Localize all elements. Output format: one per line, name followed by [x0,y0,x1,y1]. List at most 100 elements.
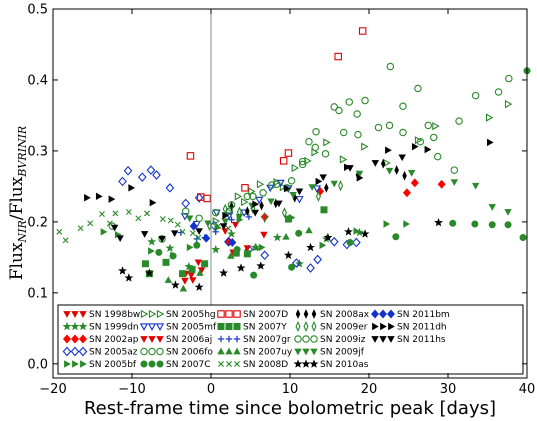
data-point [288,263,296,271]
data-point [141,260,149,268]
data-point [181,207,190,215]
data-point [194,282,204,291]
data-point [399,102,407,110]
data-point [189,277,197,284]
data-point [291,258,301,268]
legend-marker [234,361,240,367]
legend-marker [295,320,301,333]
legend-marker [225,322,233,330]
data-point [353,110,361,118]
data-point [118,266,127,275]
legend-entry: SN 2009jf [294,348,365,358]
data-point [195,214,203,223]
legend-marker [293,359,303,368]
data-point [149,199,157,207]
data-point [306,263,315,273]
x-tick-label: −20 [39,382,66,397]
series-sn-2011hs [110,154,406,243]
data-point [385,167,394,175]
legend-entry: SN 2010as [293,359,369,370]
legend-marker [233,335,241,343]
legend-marker [62,321,72,331]
data-point [211,244,221,254]
data-point [289,192,297,199]
legend-marker [62,346,72,357]
x-tick-label: −10 [118,382,145,397]
data-point [450,166,459,174]
data-point [201,260,209,268]
data-point [212,217,221,226]
data-point [424,121,432,130]
data-point [284,215,292,223]
data-point [319,174,327,181]
legend-marker [217,322,225,330]
x-tick-label: 10 [282,382,299,397]
legend-marker [140,360,148,368]
data-point [414,84,422,93]
legend-label: SN 2007Y [243,323,287,333]
data-point [315,177,323,186]
series-sn-2008d [56,209,232,244]
legend-marker [225,310,233,318]
series-sn-2010as [118,217,443,291]
data-point [262,212,268,224]
data-point [260,250,270,261]
y-tick-label: 0.1 [27,286,48,301]
data-point [185,215,194,223]
legend-marker [311,320,317,333]
data-point [189,221,198,231]
legend-label: SN 2007uy [243,348,293,358]
data-point [147,237,157,246]
data-point [241,184,249,192]
legend-marker [78,346,88,357]
legend-marker [311,309,317,319]
data-point [204,220,212,228]
series-sn-2005hg [212,99,513,226]
legend-label: SN 1999dn [89,323,139,333]
legend-marker [380,322,387,331]
data-point [243,250,251,258]
legend-marker [310,348,318,356]
data-point [380,158,386,169]
data-point [272,180,281,189]
data-point [308,184,316,191]
data-point [144,268,154,277]
legend-label: SN 2009iz [320,335,366,345]
data-point [56,228,63,235]
y-label-sep: /Flux [7,176,27,220]
x-tick-label: 20 [361,382,378,397]
legend-label: SN 2006aj [166,335,212,345]
data-point [295,229,303,237]
data-point [260,231,268,239]
data-point [179,284,188,292]
legend-marker [295,309,301,319]
data-point [330,180,338,188]
data-point [488,204,496,211]
data-point [212,209,221,217]
x-tick-label: 30 [440,382,457,397]
data-point [267,198,275,206]
data-point [402,188,411,198]
data-point [353,227,361,235]
legend-marker [217,310,225,318]
data-point [231,221,240,229]
data-point [411,142,419,151]
data-point [195,228,203,235]
y-label-main: Flux [7,242,27,280]
legend-entry: SN 2007uy [217,347,293,358]
legend-marker [371,336,379,343]
legend-marker [155,323,165,331]
data-point [137,172,147,183]
data-point [164,276,173,283]
data-point [148,247,155,255]
legend-entry: SN 2005az [62,346,138,358]
data-point [344,227,353,236]
data-point [356,174,364,182]
data-point [158,236,166,243]
legend-entry: SN 2011hs [371,335,446,345]
data-point [212,228,219,236]
data-point [283,250,293,260]
data-point [355,170,364,178]
data-point [339,155,348,164]
legend-marker [140,309,149,319]
